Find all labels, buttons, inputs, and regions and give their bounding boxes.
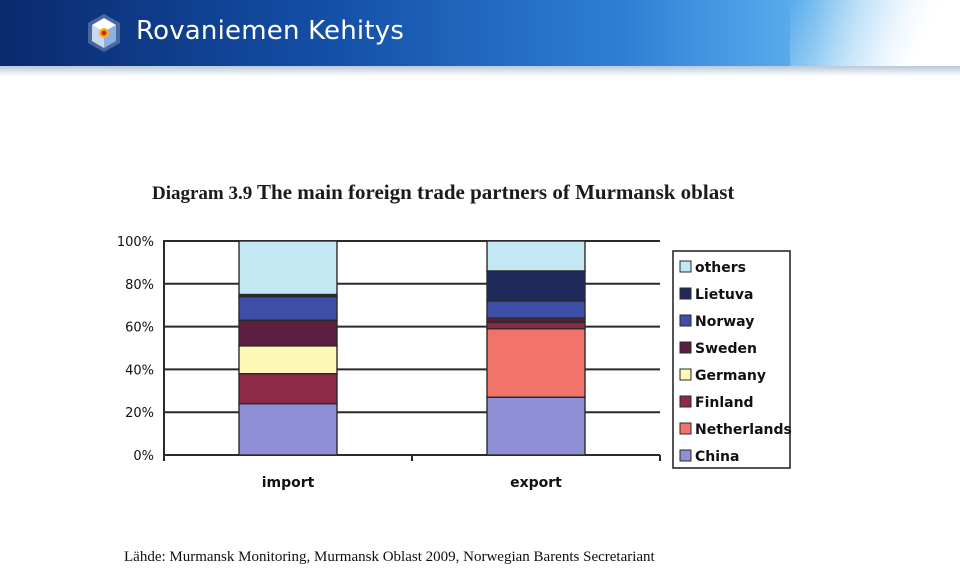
legend-label: Norway: [695, 314, 754, 330]
bar-segment-germany: [238, 345, 338, 375]
legend-swatch: [679, 449, 692, 462]
legend-label: China: [695, 449, 739, 465]
bar-segment-sweden: [238, 319, 338, 347]
legend-swatch: [679, 368, 692, 381]
bar-segment-others: [238, 240, 338, 296]
header-shadow: [0, 66, 960, 76]
bar-segment-lietuva: [486, 270, 586, 302]
y-tick-label: 0%: [133, 449, 154, 464]
chart-title-prefix: Diagram 3.9: [152, 183, 253, 204]
chart-title-main: The main foreign trade partners of Murma…: [257, 180, 735, 204]
x-category-label: export: [510, 475, 562, 491]
header-swoosh: [790, 0, 960, 66]
y-tick-label: 40%: [125, 363, 154, 378]
legend-label: Sweden: [695, 341, 757, 357]
chart-title: Diagram 3.9 The main foreign trade partn…: [152, 180, 734, 205]
bar-segment-others: [486, 240, 586, 272]
hexagon-cube-logo-icon: [88, 14, 120, 52]
legend-swatch: [679, 341, 692, 354]
legend-swatch: [679, 422, 692, 435]
bar-segment-netherlands: [486, 328, 586, 398]
bar-segment-china: [486, 396, 586, 456]
legend-label: Germany: [695, 368, 766, 384]
bar-segment-norway: [238, 295, 338, 321]
legend-swatch: [679, 395, 692, 408]
y-tick-label: 80%: [125, 278, 154, 293]
header-banner: [0, 0, 960, 66]
y-tick-label: 20%: [125, 406, 154, 421]
brand-name: Rovaniemen Kehitys: [136, 16, 405, 46]
legend-swatch: [679, 314, 692, 327]
bar-segment-finland: [486, 321, 586, 330]
legend-label: others: [695, 260, 746, 276]
x-category-label: import: [262, 475, 315, 491]
legend-label: Netherlands: [695, 422, 792, 438]
legend-swatch: [679, 260, 692, 273]
source-note: Lähde: Murmansk Monitoring, Murmansk Obl…: [124, 549, 655, 565]
legend-label: Lietuva: [695, 287, 753, 303]
legend-box: [672, 250, 791, 469]
bar-segment-norway: [486, 300, 586, 319]
bar-segment-china: [238, 402, 338, 456]
legend-label: Finland: [695, 395, 754, 411]
y-tick-label: 100%: [117, 235, 154, 250]
legend-swatch: [679, 287, 692, 300]
y-tick-label: 60%: [125, 321, 154, 336]
bar-segment-finland: [238, 372, 338, 405]
